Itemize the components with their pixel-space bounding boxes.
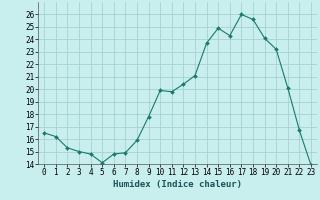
X-axis label: Humidex (Indice chaleur): Humidex (Indice chaleur)	[113, 180, 242, 189]
